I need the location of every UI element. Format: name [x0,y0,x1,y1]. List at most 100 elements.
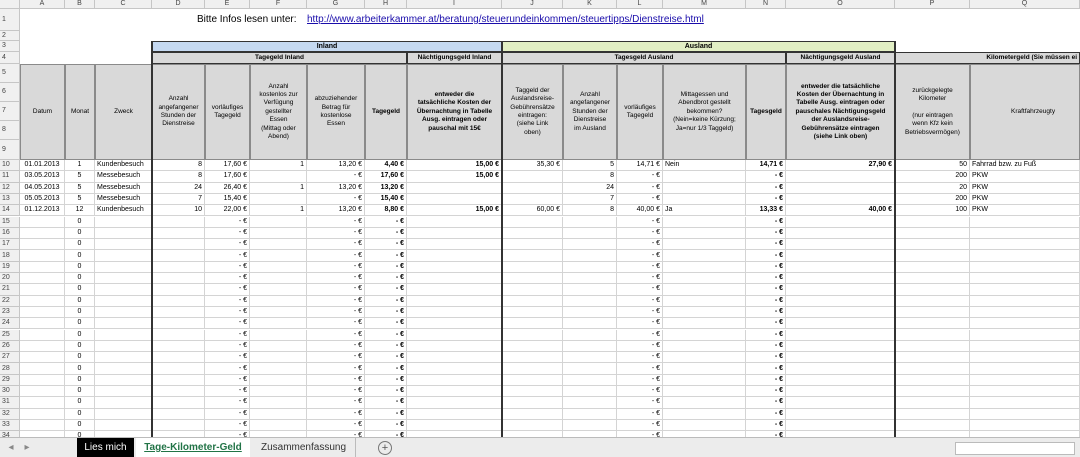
cell [895,284,970,296]
cell [663,171,746,183]
cell [786,397,895,409]
row-number: 32 [0,408,20,420]
cell [152,340,205,353]
column-header: Tagesgeld [746,64,786,160]
cell: - € [307,386,365,398]
cell [563,273,617,285]
row-number: 22 [0,295,20,307]
cell: - € [617,239,663,251]
cell: - € [746,397,786,409]
column-letter: G [307,0,365,9]
cell [152,363,205,375]
add-sheet-button[interactable]: + [378,441,392,455]
cell: - € [746,352,786,364]
cell [502,386,563,398]
group-header: Inland [152,41,502,52]
sheet-tab[interactable]: Lies mich [77,438,134,457]
cell [502,374,563,386]
cell: - € [205,374,250,386]
column-letter: Q [970,0,1080,9]
cell: 17,60 € [365,171,407,183]
cell: 8 [563,171,617,183]
row-number: 24 [0,318,20,330]
row-number: 12 [0,182,20,194]
cell [95,340,152,353]
horizontal-scrollbar[interactable] [955,442,1075,455]
cell [895,306,970,319]
column-header: Mittagessen und Abendbrot gestellt bekom… [663,64,746,160]
cell [970,284,1080,296]
cell: - € [365,273,407,285]
cell [502,295,563,307]
cell: 5 [65,193,95,206]
cell [152,284,205,296]
cell [970,408,1080,420]
cell [786,386,895,398]
cell: 40,00 € [786,205,895,217]
cell: - € [746,250,786,262]
cell: 5 [65,171,95,183]
cell [20,329,65,341]
cell [502,193,563,206]
cell: - € [746,216,786,228]
row-number: 13 [0,193,20,206]
cell: Kundenbesuch [95,205,152,217]
group-header: Ausland [502,41,895,52]
cell: - € [617,408,663,420]
cell [152,374,205,386]
scroll-left[interactable]: ◂ [8,442,14,453]
cell: - € [205,329,250,341]
cell: 8 [152,171,205,183]
cell [663,273,746,285]
row-number: 25 [0,329,20,341]
cell [970,419,1080,432]
cell [250,273,307,285]
cell: PKW [970,182,1080,194]
cell [20,216,65,228]
cell: - € [746,318,786,330]
cell: 4,40 € [365,160,407,172]
cell [407,329,502,341]
cell: - € [365,216,407,228]
cell [663,408,746,420]
cell: - € [746,419,786,432]
sheet-tab-active[interactable]: Tage-Kilometer-Geld [136,438,250,457]
scroll-right[interactable]: ▸ [24,442,30,453]
cell [970,374,1080,386]
cell: - € [307,408,365,420]
cell [502,239,563,251]
cell: 60,00 € [502,205,563,217]
cell: - € [307,397,365,409]
info-link[interactable]: http://www.arbeiterkammer.at/beratung/st… [307,14,704,25]
column-header: Monat [65,64,95,160]
cell: 03.05.2013 [20,171,65,183]
group-border [894,41,896,437]
column-header: Anzahl angefangener Stunden der Dienstre… [152,64,205,160]
sheet-tab[interactable]: Zusammenfassung [252,438,356,457]
cell [152,216,205,228]
sheet-tab-bar: ◂ ▸ Lies mich Tage-Kilometer-Geld Zusamm… [0,437,1080,457]
cell: 10 [152,205,205,217]
cell: 0 [65,250,95,262]
cell [786,273,895,285]
cell: - € [307,250,365,262]
cell [970,397,1080,409]
cell: 15,00 € [407,171,502,183]
cell [152,227,205,240]
cell [786,352,895,364]
cell: PKW [970,205,1080,217]
cell: - € [746,386,786,398]
cell: - € [365,318,407,330]
cell [20,295,65,307]
column-header: entweder die tatsächliche Kosten der Übe… [407,64,502,160]
cell [563,284,617,296]
cell [663,340,746,353]
cell [95,419,152,432]
cell: - € [205,261,250,273]
cell [152,386,205,398]
cell [407,295,502,307]
cell [786,340,895,353]
cell: PKW [970,171,1080,183]
cell: - € [307,374,365,386]
cell [502,306,563,319]
